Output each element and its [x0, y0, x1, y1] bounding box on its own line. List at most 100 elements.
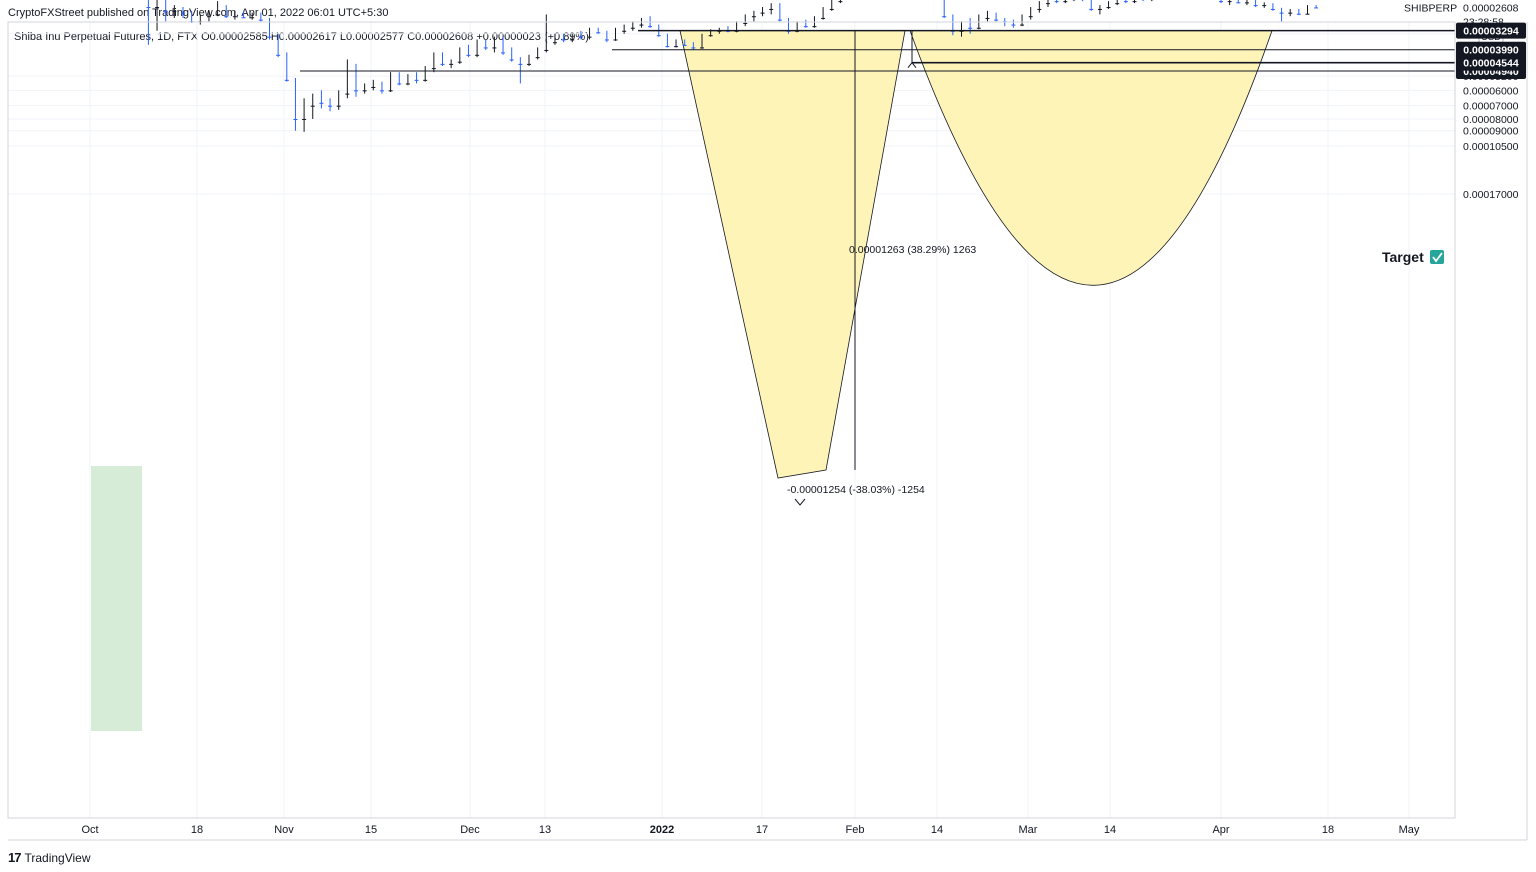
impulse-zone [91, 466, 142, 731]
candle-body [648, 26, 653, 28]
candle-body [630, 27, 635, 29]
candle-body [622, 30, 627, 32]
candle-body [224, 16, 229, 18]
candle-body [336, 105, 341, 107]
candle-body [379, 90, 384, 92]
candle-body [665, 46, 670, 48]
candle-body [985, 17, 990, 19]
y-tick-label: 0.00009000 [1463, 126, 1519, 138]
candle-body [475, 54, 480, 56]
candle-body [155, 7, 160, 9]
target-label: Target [1382, 249, 1424, 265]
candle-body [587, 36, 592, 38]
x-tick-label: Nov [274, 824, 294, 836]
x-tick-label: 18 [191, 824, 203, 836]
x-tick-label: Feb [846, 824, 865, 836]
chart-zones [91, 30, 1273, 731]
y-tick-label: 0.00007000 [1463, 101, 1519, 113]
candle-body [976, 27, 981, 29]
x-tick-label: 14 [931, 824, 943, 836]
candle-body [431, 68, 436, 70]
candle-body [509, 59, 514, 61]
candle-body [1262, 5, 1267, 7]
candle-body [838, 1, 843, 3]
candle-body [1054, 1, 1059, 3]
candle-body [1097, 8, 1102, 10]
candle-body [613, 39, 618, 41]
candle-body [483, 47, 488, 49]
candle-body [440, 63, 445, 65]
measure-down-label: -0.00001254 (-38.03%) -1254 [787, 484, 925, 496]
candle-body [518, 63, 523, 65]
candle-body [319, 102, 324, 104]
candle-body [1219, 1, 1223, 3]
candle-body [1106, 7, 1111, 9]
price-label-box [1456, 54, 1526, 71]
candle-body [639, 24, 644, 26]
candle-body [1314, 7, 1319, 9]
target-check-icon [1430, 250, 1444, 264]
candle-body [1305, 13, 1310, 15]
candle-body [371, 86, 376, 88]
x-tick-label: 13 [539, 824, 551, 836]
candle-body [293, 118, 298, 120]
last-price-countdown: 23:28:58 [1463, 16, 1504, 28]
tradingview-brand[interactable]: 17 TradingView [8, 850, 91, 865]
measure-up-label: 0.00001263 (38.29%) 1263 [849, 244, 976, 256]
candle-body [449, 63, 454, 65]
measure-up-arrow [907, 61, 917, 68]
candle-body [1115, 3, 1120, 5]
right-cup-fill [909, 30, 1273, 286]
candle-body [743, 22, 748, 24]
candle-body [423, 79, 428, 81]
y-tick-label: 0.00017000 [1463, 189, 1519, 201]
candle-body [829, 8, 834, 10]
candle-body [215, 14, 220, 16]
y-tick-label: 0.00006000 [1463, 85, 1519, 97]
candle-body [1253, 5, 1258, 7]
candle-body [682, 44, 687, 46]
candle-body [206, 16, 211, 18]
candle-body [604, 39, 609, 41]
candle-body [362, 90, 367, 92]
candle-body [1089, 8, 1094, 10]
candle-body [388, 90, 393, 92]
candle-body [674, 46, 679, 48]
candle-body [1244, 2, 1249, 4]
tradingview-logo-icon: 17 [8, 850, 22, 865]
candle-body [527, 63, 531, 65]
candle-body [492, 47, 497, 49]
y-tick-label: 0.00008000 [1463, 114, 1519, 126]
candle-body [466, 54, 471, 56]
x-tick-label: 14 [1104, 824, 1116, 836]
x-tick-label: Dec [460, 824, 480, 836]
candle-body [284, 79, 289, 81]
candle-body [163, 10, 168, 12]
candle-body [457, 61, 462, 63]
x-tick-label: Oct [81, 824, 98, 836]
candle-body [1132, 1, 1137, 3]
candle-body [172, 10, 177, 12]
candle-body [708, 35, 713, 37]
candle-body [232, 16, 237, 18]
candle-body [354, 90, 358, 92]
candle-body [1020, 24, 1025, 26]
candle-body [535, 57, 540, 59]
candle-body [803, 26, 808, 28]
x-tick-label: 18 [1322, 824, 1334, 836]
candle-body [942, 16, 947, 18]
candle-body [751, 16, 756, 18]
measure-down-arrow [794, 498, 806, 506]
candle-body [1028, 16, 1033, 18]
candle-body [968, 27, 973, 29]
candle-body [1037, 8, 1042, 10]
price-label-text: 0.00003294 [1463, 26, 1519, 38]
candle-body [146, 7, 151, 9]
publisher-line: CryptoFXStreet published on TradingView.… [8, 7, 389, 19]
price-label-text: 0.00004544 [1463, 58, 1519, 70]
last-price-value: 0.00002608 [1463, 2, 1519, 14]
candle-body [345, 93, 350, 95]
candle-body [241, 17, 246, 19]
candle-body [1279, 12, 1284, 14]
